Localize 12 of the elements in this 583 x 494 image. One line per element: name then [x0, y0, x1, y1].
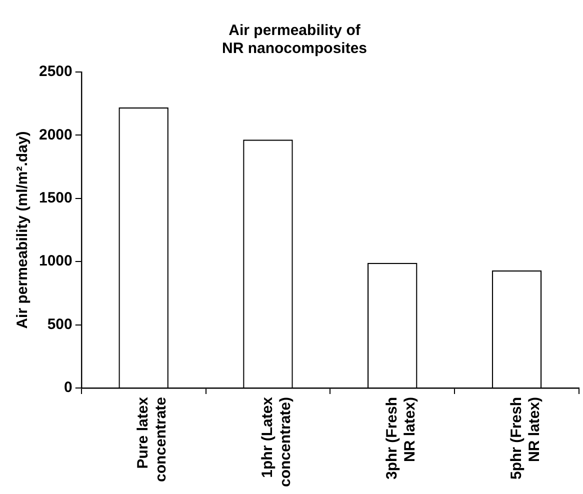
y-tick-label: 2500 — [38, 63, 72, 80]
y-tick-label: 1000 — [38, 252, 72, 270]
y-tick-label: 0 — [64, 379, 72, 396]
y-tick-label: 500 — [47, 316, 72, 333]
y-tick-label: 1500 — [38, 190, 72, 207]
y-axis-title: Air permeability (ml/m².day) — [14, 131, 32, 329]
x-tick-label: Pure latex concentrate — [134, 396, 170, 482]
x-tick-label: 5phr (Fresh NR latex) — [508, 396, 543, 480]
chart-title: Air permeability of NR nanocomposites — [222, 22, 368, 58]
x-tick-label: 3phr (Fresh NR latex) — [384, 396, 419, 480]
x-tick-label: 1phr (Latex concentrate) — [259, 396, 294, 488]
y-tick-label: 2000 — [38, 126, 72, 144]
